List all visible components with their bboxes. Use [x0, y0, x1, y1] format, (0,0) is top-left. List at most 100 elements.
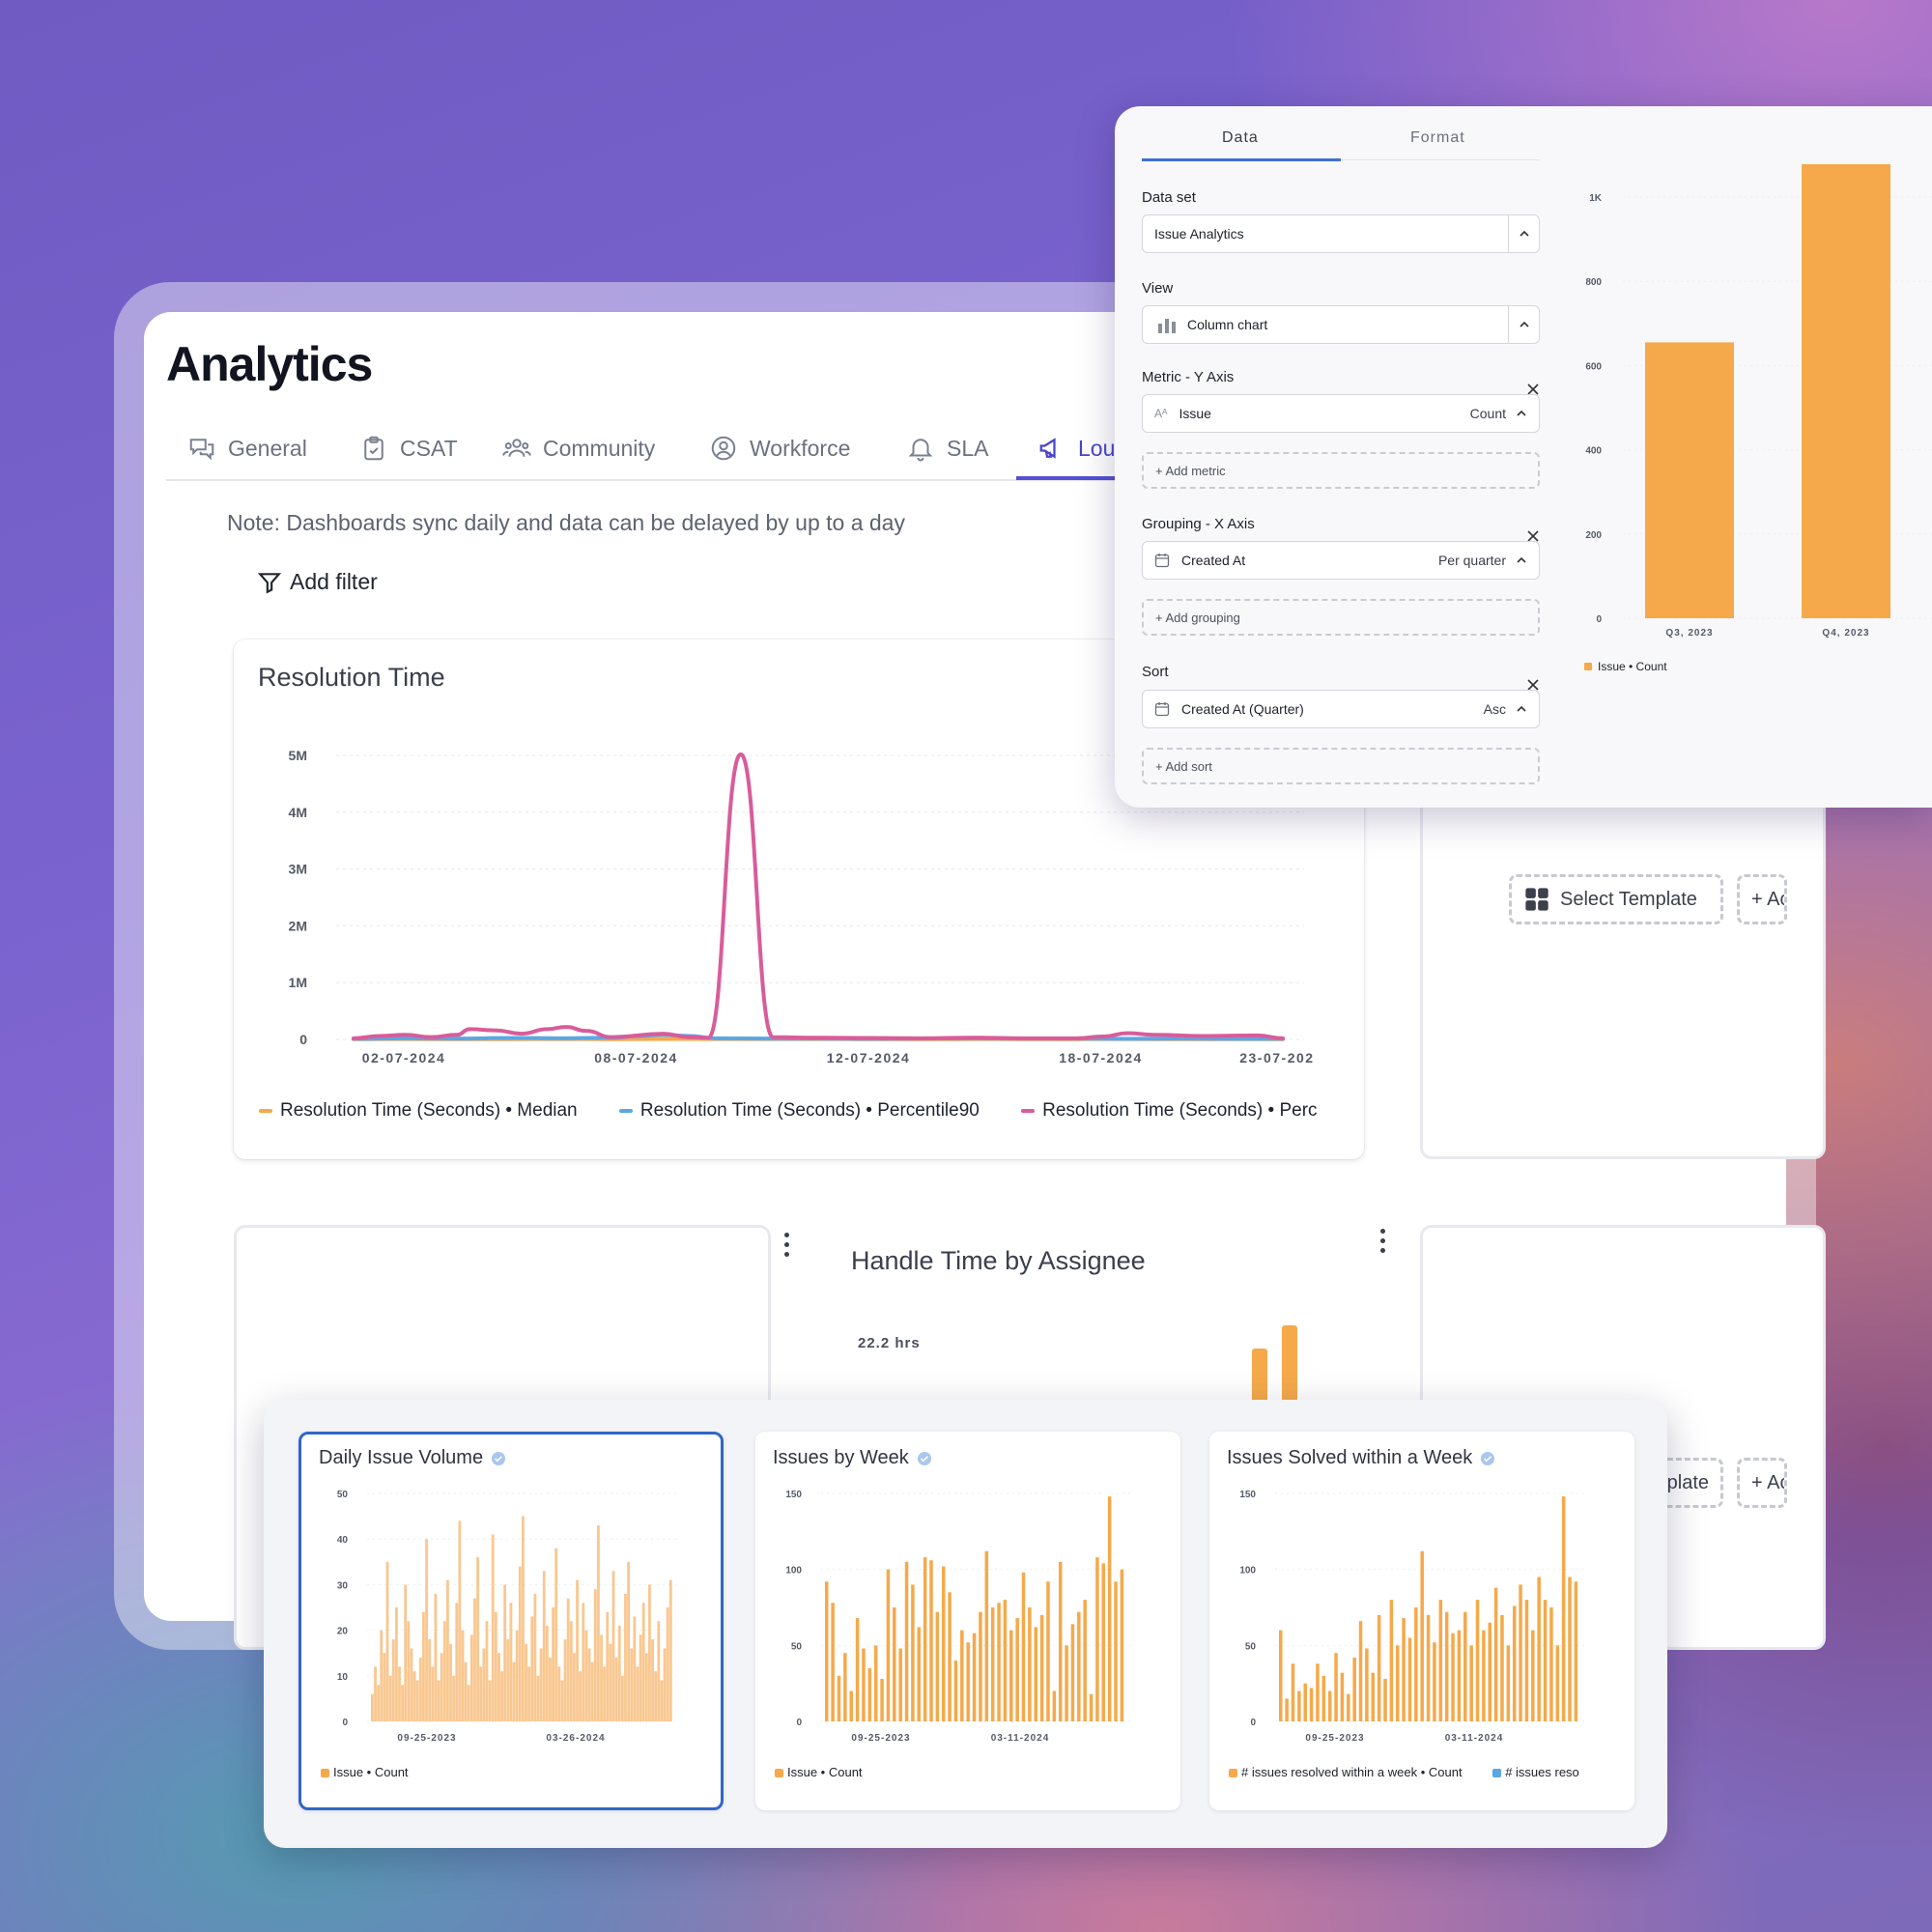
- y-tick-label: 2M: [289, 918, 307, 933]
- data-set-select[interactable]: Issue Analytics: [1142, 214, 1540, 253]
- bar: [1347, 1693, 1350, 1721]
- tab-workforce[interactable]: Workforce: [709, 415, 850, 481]
- chart-card-title: Issues by Week: [773, 1447, 932, 1469]
- bar: [467, 1685, 470, 1721]
- bar: [960, 1630, 964, 1721]
- bar: [624, 1593, 627, 1721]
- bar: [1488, 1622, 1492, 1721]
- y-tick-label: 100: [1239, 1566, 1256, 1577]
- add-widget-button[interactable]: + Ac: [1737, 1458, 1787, 1508]
- bar: [1433, 1642, 1436, 1721]
- bar: [1543, 1600, 1548, 1721]
- close-icon[interactable]: [1526, 529, 1540, 543]
- x-tick-label: 18-07-2024: [1059, 1050, 1143, 1065]
- bar: [1003, 1600, 1008, 1721]
- close-icon[interactable]: [1526, 383, 1540, 396]
- bar: [485, 1621, 489, 1721]
- bar: [464, 1662, 468, 1721]
- verified-badge-icon: [917, 1451, 931, 1465]
- bar: [1574, 1581, 1578, 1721]
- tab-community[interactable]: Community: [502, 415, 655, 481]
- tab-sla[interactable]: SLA: [906, 415, 988, 481]
- bar: [500, 1671, 503, 1721]
- chart-card-title: Issues Solved within a Week: [1227, 1447, 1495, 1469]
- chevron-up-icon: [1517, 410, 1526, 416]
- bar: [1070, 1624, 1075, 1721]
- bar: [1365, 1648, 1369, 1721]
- legend-label: Resolution Time (Seconds) • Percentile90: [639, 1100, 980, 1121]
- close-icon[interactable]: [1526, 678, 1540, 692]
- y-tick-label: 4M: [289, 805, 307, 820]
- bar: [437, 1680, 440, 1721]
- bar: [579, 1671, 582, 1721]
- bar: [422, 1611, 425, 1721]
- bar: [446, 1579, 449, 1721]
- metric-field[interactable]: Aᴬ Issue Count: [1142, 394, 1540, 433]
- x-tick-label: Q4, 2023: [1822, 628, 1869, 639]
- bar: [898, 1648, 902, 1721]
- bar: [557, 1666, 561, 1721]
- x-tick-label: 02-07-2024: [362, 1050, 446, 1065]
- bar: [1500, 1614, 1504, 1721]
- card-menu-icon[interactable]: [1378, 1229, 1386, 1256]
- bar: [1039, 1614, 1044, 1721]
- view-select[interactable]: Column chart: [1142, 305, 1540, 344]
- grouping-field[interactable]: Created At Per quarter: [1142, 541, 1540, 580]
- y-tick-label: 50: [791, 1641, 803, 1652]
- bar: [1095, 1557, 1099, 1721]
- bar: [1120, 1569, 1124, 1721]
- add-filter-button[interactable]: Add filter: [257, 569, 378, 595]
- chart-card-title: Daily Issue Volume: [319, 1447, 506, 1469]
- sync-note: Note: Dashboards sync daily and data can…: [227, 510, 905, 535]
- bar: [611, 1571, 615, 1721]
- sort-field[interactable]: Created At (Quarter) Asc: [1142, 690, 1540, 728]
- legend-item: Resolution Time (Seconds) • Percentile90: [618, 1100, 980, 1122]
- add-metric-button[interactable]: + Add metric: [1142, 452, 1540, 489]
- bar: [984, 1550, 989, 1721]
- bar: [469, 1634, 473, 1721]
- tab-general[interactable]: General: [187, 415, 307, 481]
- bar: [506, 1639, 510, 1721]
- y-tick-label: 0: [1250, 1718, 1256, 1728]
- bar: [1493, 1587, 1498, 1721]
- y-tick-label: 5M: [289, 748, 307, 763]
- bar: [627, 1561, 631, 1721]
- legend-item: Resolution Time (Seconds) • Perc: [1021, 1100, 1318, 1122]
- x-tick-label: Q3, 2023: [1665, 628, 1713, 639]
- bar: [587, 1648, 591, 1721]
- bar: [663, 1648, 667, 1721]
- bar: [825, 1581, 829, 1721]
- card-menu-icon[interactable]: [782, 1233, 790, 1260]
- bar: [455, 1603, 459, 1721]
- tab-data[interactable]: Data: [1222, 129, 1259, 146]
- tab-format[interactable]: Format: [1410, 129, 1465, 146]
- bar: [1114, 1581, 1118, 1721]
- sort-direction: Asc: [1483, 701, 1506, 717]
- select-template-button[interactable]: Select Template: [1509, 874, 1723, 924]
- bar: [1334, 1653, 1338, 1721]
- tab-lou[interactable]: Lou: [1037, 415, 1115, 481]
- bar: [597, 1525, 600, 1721]
- bar: [404, 1584, 408, 1721]
- chart-legend: Issue • Count: [321, 1765, 697, 1779]
- bar: [512, 1662, 516, 1721]
- bar: [1034, 1627, 1037, 1721]
- bar: [1469, 1645, 1473, 1721]
- add-grouping-button[interactable]: + Add grouping: [1142, 599, 1540, 636]
- bar: [563, 1639, 567, 1721]
- tab-csat[interactable]: CSAT: [359, 415, 458, 481]
- add-widget-button[interactable]: + Ac: [1737, 874, 1787, 924]
- add-sort-button[interactable]: + Add sort: [1142, 748, 1540, 784]
- bar: [1457, 1630, 1462, 1721]
- x-tick-label: 03-11-2024: [1445, 1733, 1504, 1744]
- bell-icon: [908, 439, 933, 462]
- series-line: [352, 1033, 1285, 1041]
- bar: [867, 1667, 872, 1721]
- calendar-icon: [1154, 554, 1170, 568]
- bar: [880, 1678, 884, 1721]
- sort-label: Sort: [1142, 664, 1169, 680]
- y-tick-label: 600: [1585, 361, 1602, 372]
- y-tick-label: 100: [785, 1566, 802, 1577]
- bar: [525, 1643, 527, 1721]
- bar: [415, 1680, 419, 1721]
